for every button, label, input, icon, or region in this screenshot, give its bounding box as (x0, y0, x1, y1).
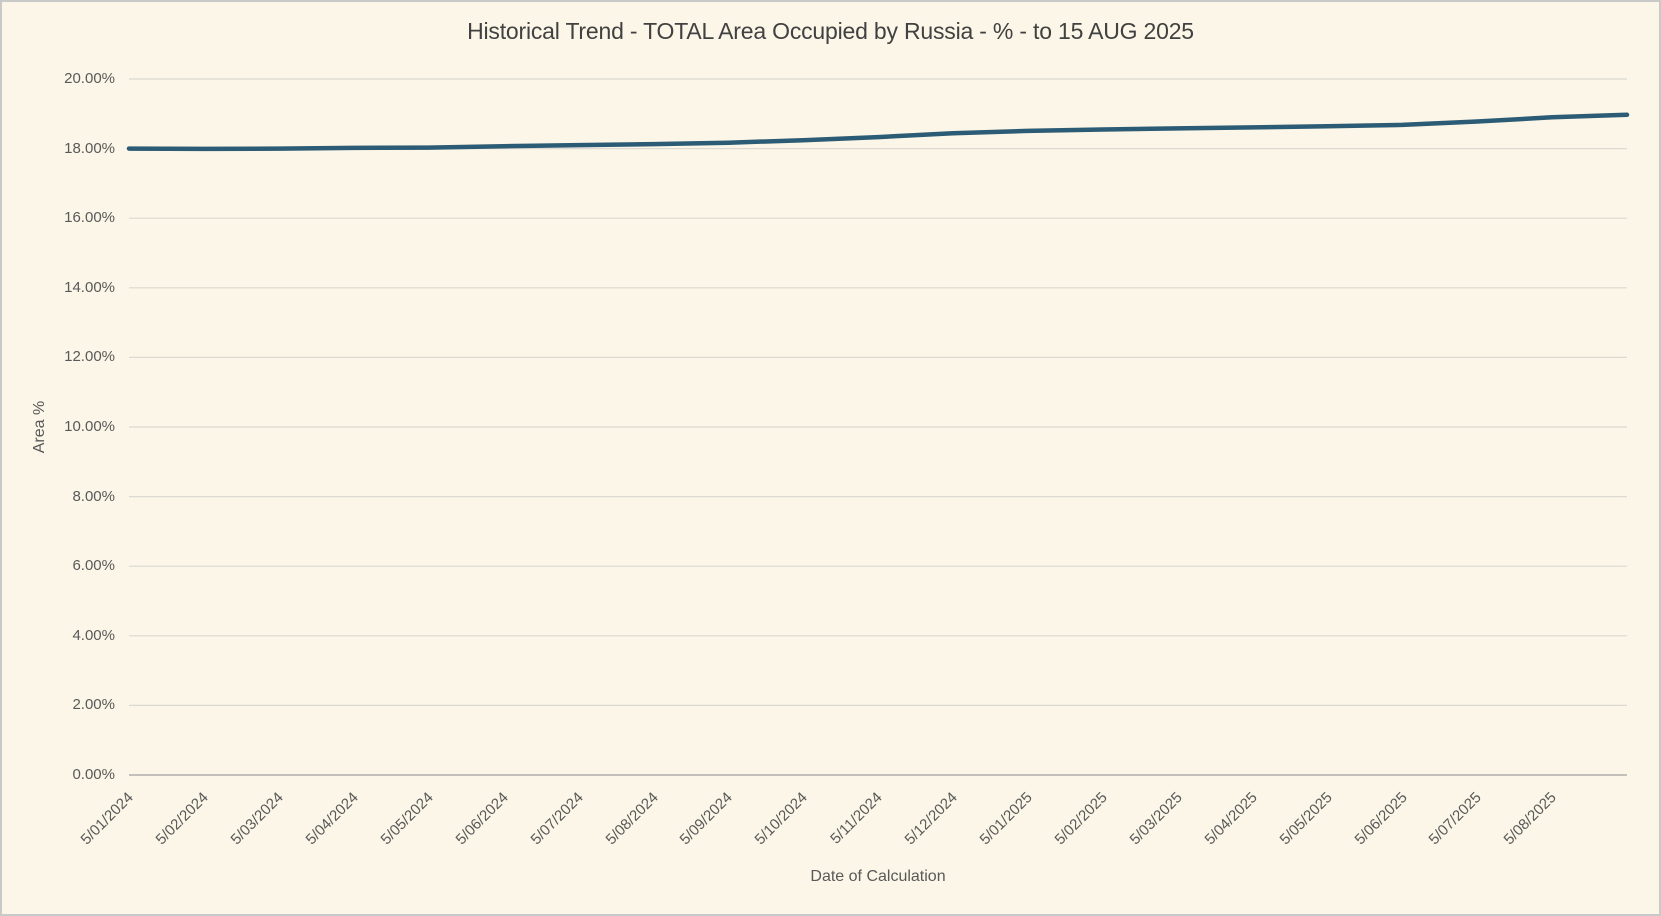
y-tick-label: 12.00% (64, 348, 115, 366)
y-tick-label: 16.00% (64, 209, 115, 227)
y-tick-label: 18.00% (64, 139, 115, 157)
y-tick-label: 4.00% (72, 626, 115, 644)
y-tick-label: 10.00% (64, 418, 115, 435)
chart-title: Historical Trend - TOTAL Area Occupied b… (467, 18, 1194, 44)
y-tick-label: 6.00% (72, 557, 115, 575)
y-tick-label: 2.00% (72, 696, 115, 714)
y-tick-label: 14.00% (64, 278, 115, 296)
y-tick-label: 0.00% (72, 766, 115, 783)
trend-line (126, 112, 1630, 152)
x-axis-title: Date of Calculation (810, 868, 946, 885)
y-tick-label: 20.00% (64, 70, 115, 87)
y-tick-label: 8.00% (72, 487, 115, 505)
